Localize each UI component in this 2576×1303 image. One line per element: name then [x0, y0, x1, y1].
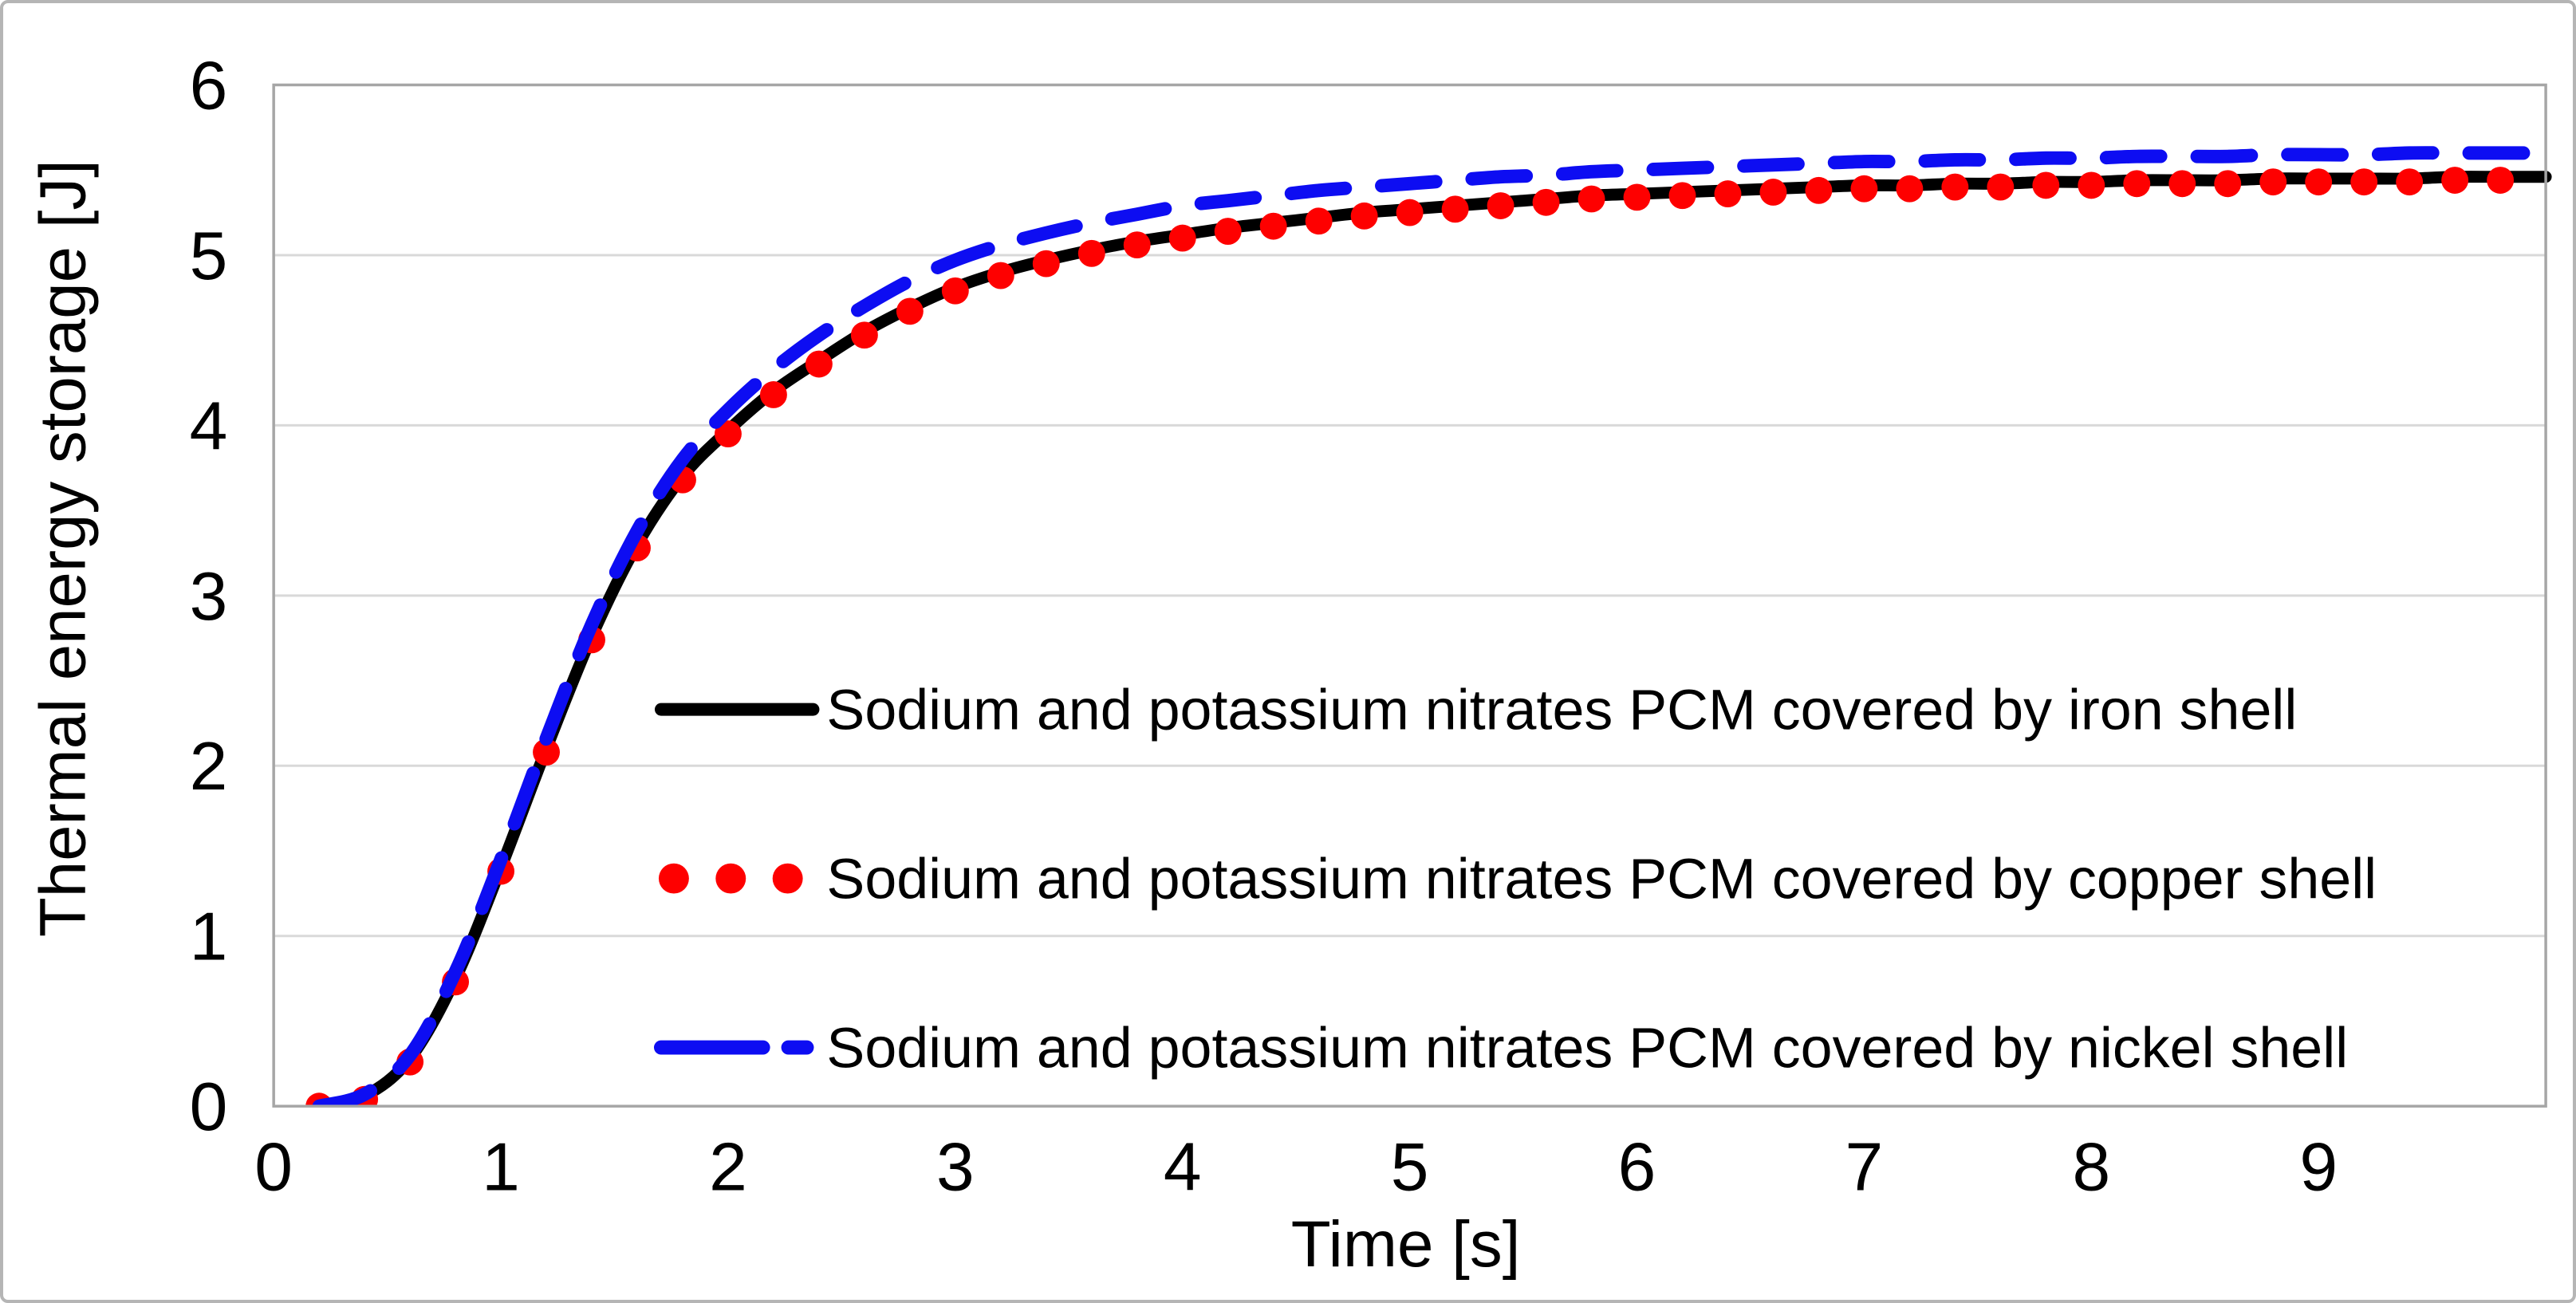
legend-item-2: Sodium and potassium nitrates PCM covere… [658, 848, 2377, 911]
legend-item-3: Sodium and potassium nitrates PCM covere… [653, 1017, 2348, 1081]
x-axis-title: Time [s] [1291, 1208, 1521, 1281]
x-tick-label-6: 6 [1618, 1129, 1656, 1206]
legend-label: Sodium and potassium nitrates PCM covere… [826, 679, 2297, 742]
x-tick-label-7: 7 [1845, 1129, 1884, 1206]
data-dot [1396, 199, 1424, 226]
legend: Sodium and potassium nitrates PCM covere… [653, 679, 2377, 1081]
series-copper-dots [305, 167, 2515, 1107]
data-dot [1805, 176, 1833, 204]
data-dot [2032, 171, 2060, 199]
data-dot [2396, 168, 2424, 196]
data-dot [2214, 170, 2242, 198]
data-dot [1532, 188, 1560, 216]
data-dot [941, 277, 969, 305]
data-dot [1259, 212, 1287, 240]
x-tick-label-4: 4 [1164, 1129, 1202, 1206]
data-dot [1941, 173, 1969, 201]
legend-marker-dot [658, 863, 689, 894]
data-dot [759, 381, 787, 408]
legend-marker-dot [715, 863, 746, 894]
data-dot [1714, 180, 1742, 208]
legend-label: Sodium and potassium nitrates PCM covere… [826, 1017, 2348, 1081]
x-tick-label-2: 2 [709, 1129, 747, 1206]
data-dot [1168, 224, 1196, 252]
x-tick-label-3: 3 [936, 1129, 975, 1206]
x-tick-label-1: 1 [482, 1129, 520, 1206]
data-dot [2168, 170, 2196, 198]
data-dot [1850, 175, 1878, 203]
x-tick-label-8: 8 [2072, 1129, 2110, 1206]
x-tick-label-0: 0 [254, 1129, 293, 1206]
data-dot [805, 350, 833, 378]
data-dot [1123, 231, 1151, 259]
chart-canvas: 0 1 2 3 4 5 6 0 1 2 3 4 5 6 7 8 9 Sodium and potassium n… [27, 48, 2553, 1281]
y-tick-label-6: 6 [190, 48, 228, 124]
data-dot [2305, 168, 2333, 196]
y-tick-label-3: 3 [190, 558, 228, 635]
data-dot [1896, 175, 1924, 203]
plot-border [272, 83, 2547, 1108]
x-tick-label-5: 5 [1391, 1129, 1429, 1206]
data-dot [1623, 183, 1651, 211]
series-iron-line [313, 171, 2552, 1107]
axes-layer: 0 1 2 3 4 5 6 0 1 2 3 4 5 6 7 8 9 [190, 48, 2547, 1206]
data-dot [1305, 207, 1333, 235]
data-dot [1441, 195, 1469, 223]
data-dot [2259, 168, 2287, 196]
gridlines-layer [274, 254, 2546, 938]
data-dot [1759, 179, 1787, 206]
data-dot [1214, 218, 1242, 245]
y-tick-label-5: 5 [190, 218, 228, 294]
data-dot [2487, 167, 2515, 194]
data-dot [2441, 167, 2469, 194]
series-nickel-line [312, 146, 2553, 1107]
x-tick-label-9: 9 [2299, 1129, 2338, 1206]
legend-item-1: Sodium and potassium nitrates PCM covere… [654, 679, 2297, 742]
y-tick-label-0: 0 [190, 1069, 228, 1145]
data-dot [2350, 168, 2378, 196]
data-dot [850, 321, 878, 349]
data-dot [1032, 250, 1060, 278]
data-dot [1350, 202, 1378, 230]
y-axis-title: Thermal energy storage [J] [27, 159, 100, 937]
data-dot [714, 420, 742, 447]
data-dot [896, 297, 924, 325]
data-dot [1578, 185, 1605, 213]
data-dot [2123, 170, 2151, 198]
y-tick-label-2: 2 [190, 728, 228, 805]
data-dot [533, 738, 560, 766]
y-tick-label-1: 1 [190, 899, 228, 975]
legend-marker-dot [772, 863, 803, 894]
data-dot [987, 262, 1014, 289]
legend-label: Sodium and potassium nitrates PCM covere… [826, 848, 2377, 911]
series-layer [305, 146, 2553, 1107]
data-dot [2078, 171, 2105, 199]
y-tick-label-4: 4 [190, 388, 228, 464]
data-dot [1077, 239, 1105, 267]
data-dot [1987, 173, 2015, 201]
data-dot [1668, 182, 1696, 210]
data-dot [1487, 192, 1514, 219]
